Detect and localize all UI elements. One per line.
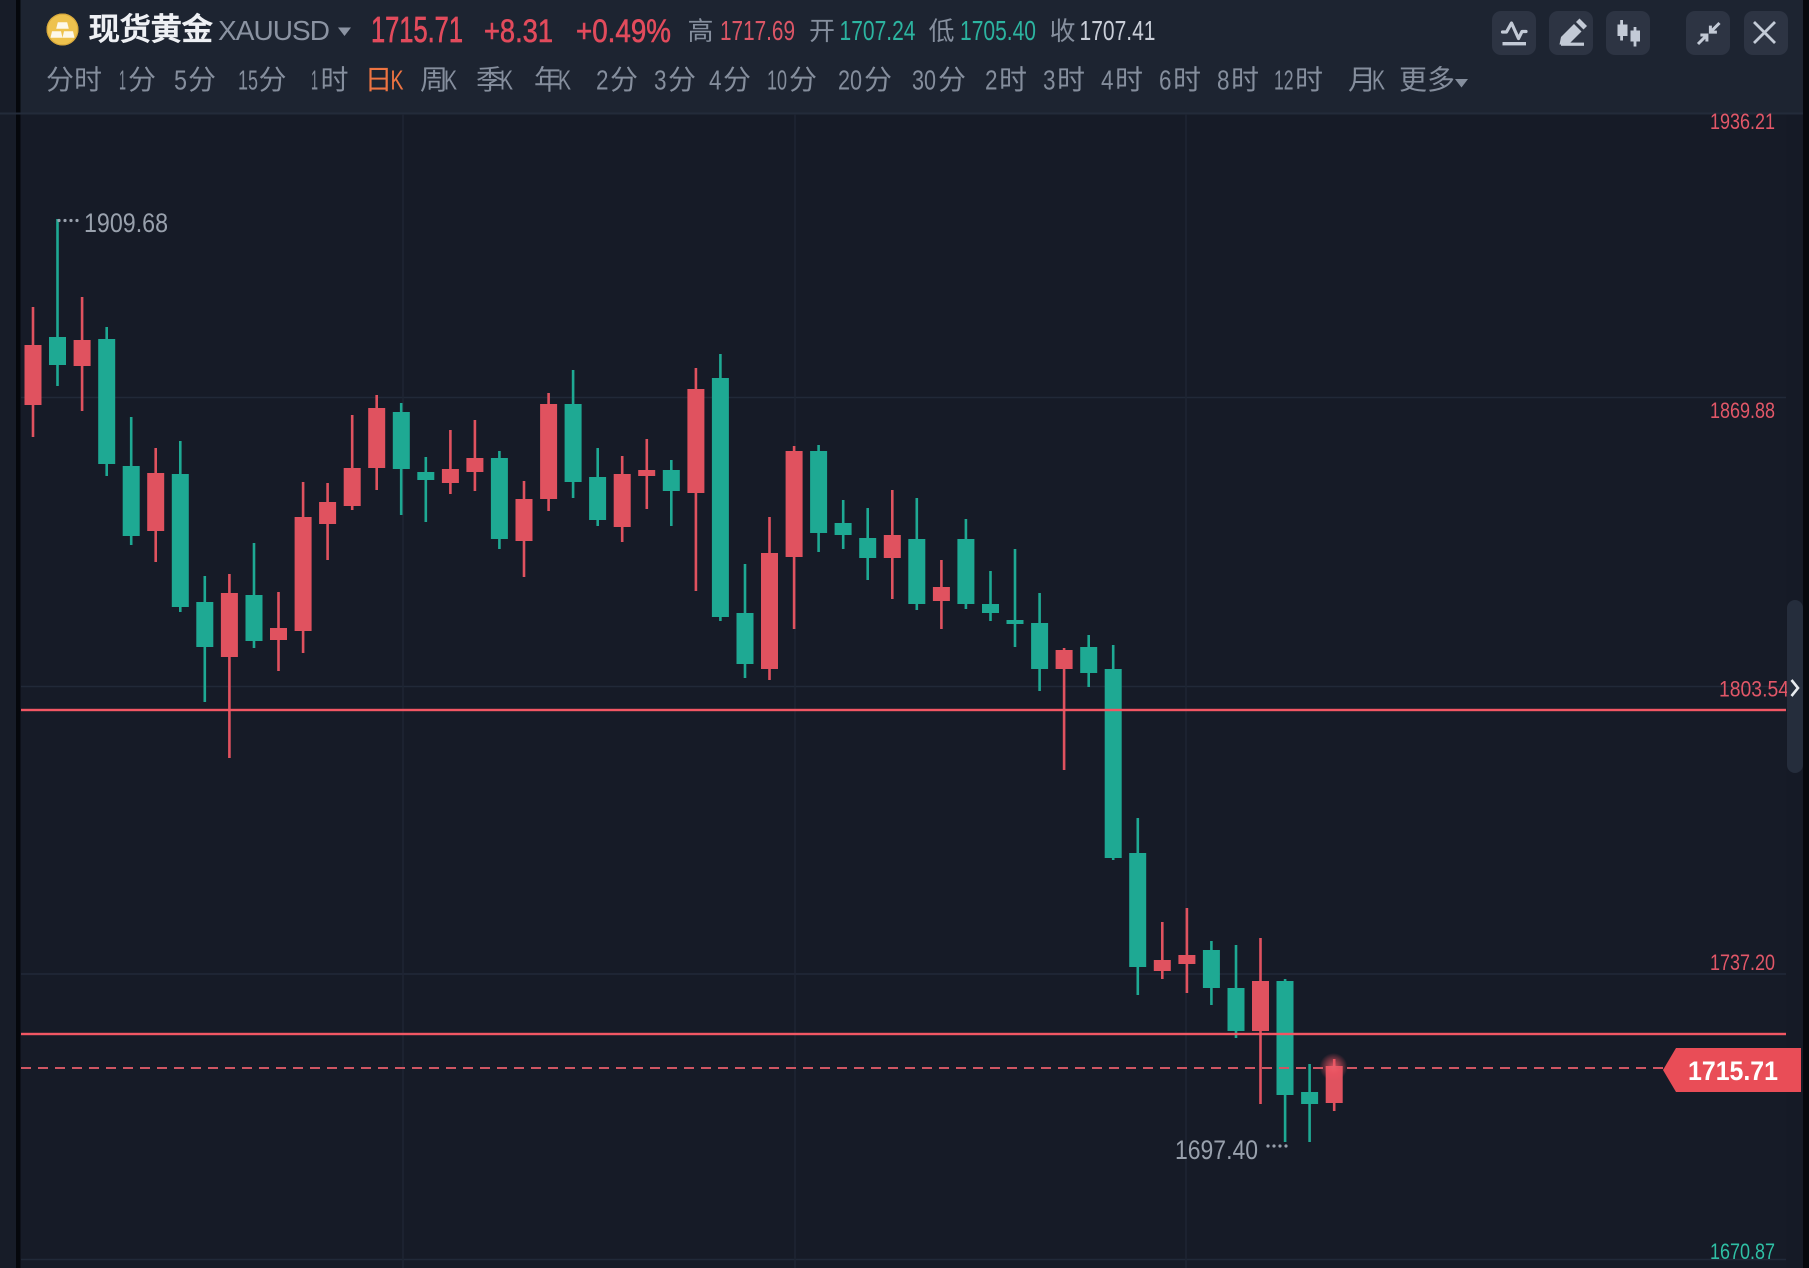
svg-text:4: 4 (1101, 65, 1114, 96)
svg-text:K: K (1372, 65, 1385, 96)
svg-text:1737.20: 1737.20 (1710, 950, 1775, 975)
svg-text:1869.88: 1869.88 (1710, 398, 1775, 423)
svg-text:1717.69: 1717.69 (720, 15, 795, 46)
svg-text:1936.21: 1936.21 (1710, 109, 1775, 134)
svg-text:K: K (444, 65, 457, 96)
svg-text:30: 30 (912, 65, 936, 96)
svg-text:6: 6 (1159, 65, 1172, 96)
svg-text:4: 4 (709, 65, 722, 96)
svg-text:K: K (500, 65, 513, 96)
svg-text:1707.24: 1707.24 (840, 15, 916, 46)
svg-text:3: 3 (1043, 65, 1056, 96)
svg-text:XAUUSD: XAUUSD (218, 15, 330, 46)
svg-text:1909.68: 1909.68 (84, 208, 168, 238)
svg-text:2: 2 (985, 65, 998, 96)
svg-text:2: 2 (596, 65, 609, 96)
svg-text:+0.49%: +0.49% (576, 13, 671, 49)
svg-text:1705.40: 1705.40 (960, 15, 1036, 46)
svg-text:1670.87: 1670.87 (1710, 1239, 1775, 1264)
svg-text:8: 8 (1217, 65, 1230, 96)
svg-text:10: 10 (767, 65, 787, 96)
svg-text:1: 1 (119, 65, 126, 96)
svg-text:3: 3 (654, 65, 667, 96)
svg-text:15: 15 (238, 65, 258, 96)
svg-text:5: 5 (174, 65, 187, 96)
svg-text:+8.31: +8.31 (484, 13, 553, 49)
svg-text:1715.71: 1715.71 (1688, 1056, 1778, 1086)
svg-text:1707.41: 1707.41 (1080, 15, 1156, 46)
svg-text:12: 12 (1274, 65, 1294, 96)
svg-text:1: 1 (311, 65, 318, 96)
svg-text:K: K (558, 65, 571, 96)
svg-text:1715.71: 1715.71 (371, 9, 463, 50)
svg-text:1697.40: 1697.40 (1175, 1135, 1258, 1165)
svg-text:K: K (391, 65, 404, 96)
svg-text:20: 20 (838, 65, 862, 96)
svg-text:1803.54: 1803.54 (1719, 677, 1789, 702)
